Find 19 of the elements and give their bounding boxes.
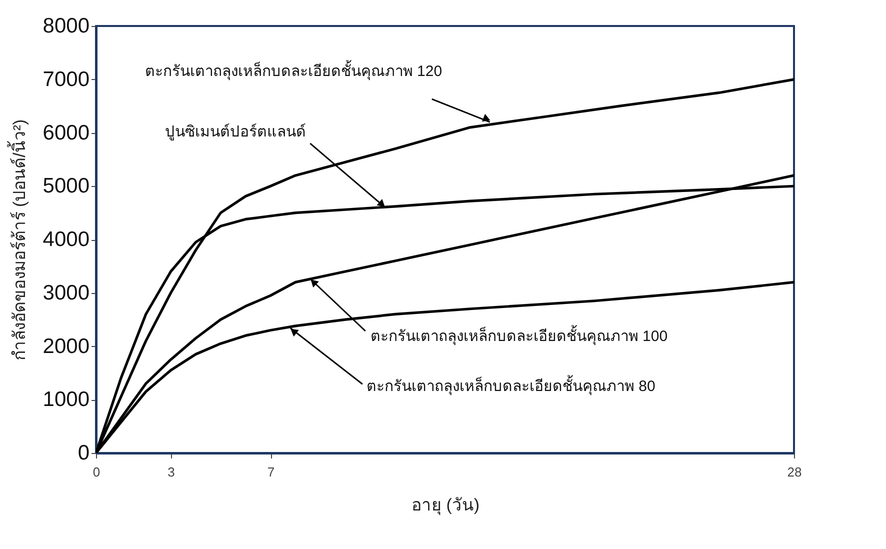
y-tick-label: 2000 (42, 334, 90, 358)
y-tick-label: 0 (78, 442, 90, 464)
x-tick-label: 28 (787, 464, 802, 480)
y-tick-label: 6000 (42, 121, 90, 144)
annotation: ตะกรันเตาถลุงเหล็กบดละเอียดชั้นคุณภาพ 100 (370, 324, 668, 346)
x-tick-label: 0 (92, 464, 100, 480)
annotation: ปูนซิเมนต์ปอร์ตแลนด์ (165, 123, 306, 140)
annotation: ตะกรันเตาถลุงเหล็กบดละเอียดชั้นคุณภาพ 80 (366, 375, 656, 396)
y-tick-label: 1000 (42, 388, 90, 412)
annotation: ตะกรันเตาถลุงเหล็กบดละเอียดชั้นคุณภาพ 120 (144, 60, 442, 82)
y-axis-title: กำลังอัดของมอร์ต้าร์ (ปอนด์/นิ้ว²) (6, 119, 29, 361)
x-axis-title: อายุ (วัน) (411, 496, 480, 516)
y-tick-label: 7000 (42, 68, 90, 91)
y-tick-label: 8000 (42, 14, 90, 38)
x-tick-label: 3 (168, 464, 175, 480)
x-tick-label: 7 (267, 464, 275, 480)
y-tick-label: 4000 (42, 228, 90, 251)
y-tick-label: 5000 (42, 174, 90, 198)
y-tick-label: 3000 (42, 281, 90, 304)
